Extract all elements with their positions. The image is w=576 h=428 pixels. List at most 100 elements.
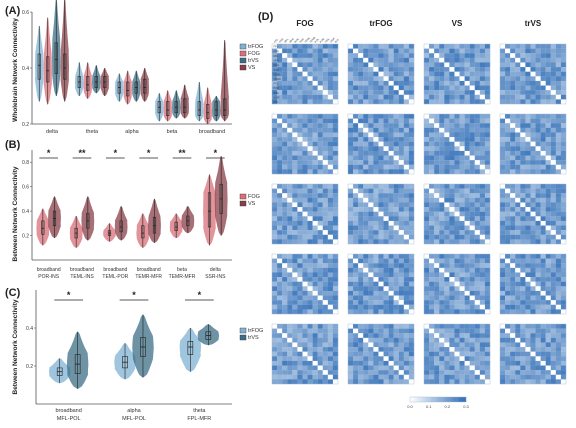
- heatmap-cell: [408, 374, 415, 380]
- heatmap-cell: [555, 137, 562, 142]
- heatmap-cell: [449, 286, 455, 292]
- heatmap-cell: [535, 328, 541, 334]
- heatmap-cell: [479, 202, 486, 208]
- heatmap-cell: [292, 333, 298, 338]
- heatmap-cell: [312, 216, 318, 222]
- heatmap-cell: [550, 207, 556, 212]
- heatmap-cell: [545, 225, 551, 231]
- heatmap-cell: [317, 141, 323, 147]
- heatmap-cell: [348, 202, 354, 208]
- heatmap-cell: [479, 290, 486, 296]
- heatmap-cell: [317, 202, 323, 208]
- heatmap-cell: [444, 80, 450, 86]
- heatmap-cell: [393, 71, 399, 77]
- heatmap-cell: [297, 234, 303, 240]
- heatmap-cell: [363, 150, 369, 156]
- heatmap-cell: [464, 141, 470, 147]
- heatmap-cell: [464, 146, 470, 152]
- heatmap-cell: [358, 202, 364, 208]
- heatmap-cell: [520, 71, 526, 77]
- heatmap-cell: [307, 197, 313, 203]
- heatmap-cell: [358, 263, 364, 268]
- heatmap-cell: [327, 123, 334, 128]
- heatmap-cell: [555, 342, 562, 348]
- heatmap-cell: [545, 356, 551, 362]
- heatmap-cell: [550, 80, 556, 86]
- heatmap-cell: [358, 356, 364, 362]
- heatmap-cell: [327, 99, 334, 105]
- heatmap-cell: [479, 225, 486, 231]
- heatmap-cell: [444, 328, 450, 334]
- heatmap-cell: [444, 118, 450, 124]
- heatmap-cell: [500, 169, 506, 175]
- heatmap-cell: [292, 254, 298, 259]
- heatmap-cell: [449, 333, 455, 338]
- heatmap-cell: [454, 263, 460, 268]
- heatmap-cell: [393, 258, 399, 264]
- heatmap-cell: [484, 216, 491, 222]
- heatmap-cell: [363, 155, 369, 161]
- heatmap-cell: [408, 370, 415, 375]
- heatmap-cell: [429, 164, 435, 170]
- heatmap-cell: [555, 94, 562, 100]
- heatmap-cell: [302, 304, 308, 310]
- heatmap-cell: [474, 351, 480, 357]
- heatmap-cell: [327, 150, 334, 156]
- heatmap-cell: [393, 337, 399, 343]
- heatmap-cell: [500, 356, 506, 362]
- heatmap-cell: [282, 286, 288, 292]
- heatmap-cell: [434, 328, 440, 334]
- heatmap-cell: [429, 127, 435, 133]
- heatmap-cell: [327, 216, 334, 222]
- heatmap-cell: [378, 141, 384, 147]
- heatmap-cell: [434, 281, 440, 287]
- heatmap-cell: [297, 347, 303, 352]
- heatmap-cell: [550, 337, 556, 343]
- heatmap-cell: [540, 150, 546, 156]
- heatmap-cell: [292, 374, 298, 380]
- heatmap-cell: [408, 164, 415, 170]
- heatmap-cell: [540, 216, 546, 222]
- heatmap-cell: [454, 207, 460, 212]
- heatmap-cell: [403, 118, 410, 124]
- heatmap-cell: [500, 295, 506, 301]
- heatmap-cell: [520, 281, 526, 287]
- heatmap-cell: [378, 379, 384, 385]
- heatmap-cell: [332, 225, 339, 231]
- heatmap-cell: [555, 225, 562, 231]
- heatmap-cell: [327, 48, 334, 54]
- heatmap-cell: [348, 57, 354, 63]
- heatmap-cell: [429, 53, 435, 58]
- heatmap-cell: [322, 57, 328, 63]
- heatmap-cell: [444, 85, 450, 91]
- heatmap-cell: [464, 225, 470, 231]
- heatmap-cell: [282, 137, 288, 142]
- heatmap-cell: [272, 146, 278, 152]
- heatmap-cell: [348, 234, 354, 240]
- heatmap-cell: [327, 155, 334, 161]
- heatmap-cell: [292, 351, 298, 357]
- heatmap-cell: [439, 333, 445, 338]
- heatmap-cell: [403, 374, 410, 380]
- heatmap-cell: [398, 379, 404, 385]
- heatmap-cell: [540, 309, 546, 315]
- heatmap-cell: [449, 211, 455, 217]
- heatmap-cell: [378, 118, 384, 124]
- heatmap-cell: [449, 370, 455, 375]
- heatmap-cell: [449, 53, 455, 58]
- heatmap-cell: [307, 365, 313, 371]
- heatmap-cell: [444, 351, 450, 357]
- heatmap-cell: [479, 370, 486, 375]
- region-column-label: MFR: [288, 37, 295, 44]
- heatmap-cell: [555, 286, 562, 292]
- pair-label: MFL-POL: [57, 416, 81, 422]
- heatmap-cell: [368, 137, 374, 142]
- heatmap-cell: [474, 48, 480, 54]
- heatmap-matrix-border: [271, 183, 339, 245]
- heatmap-cell: [282, 118, 288, 124]
- heatmap-cell: [332, 137, 339, 142]
- heatmap-cell: [479, 118, 486, 124]
- heatmap-cell: [272, 220, 278, 226]
- heatmap-cell: [449, 351, 455, 357]
- legend-label-FOG: FOG: [248, 194, 260, 200]
